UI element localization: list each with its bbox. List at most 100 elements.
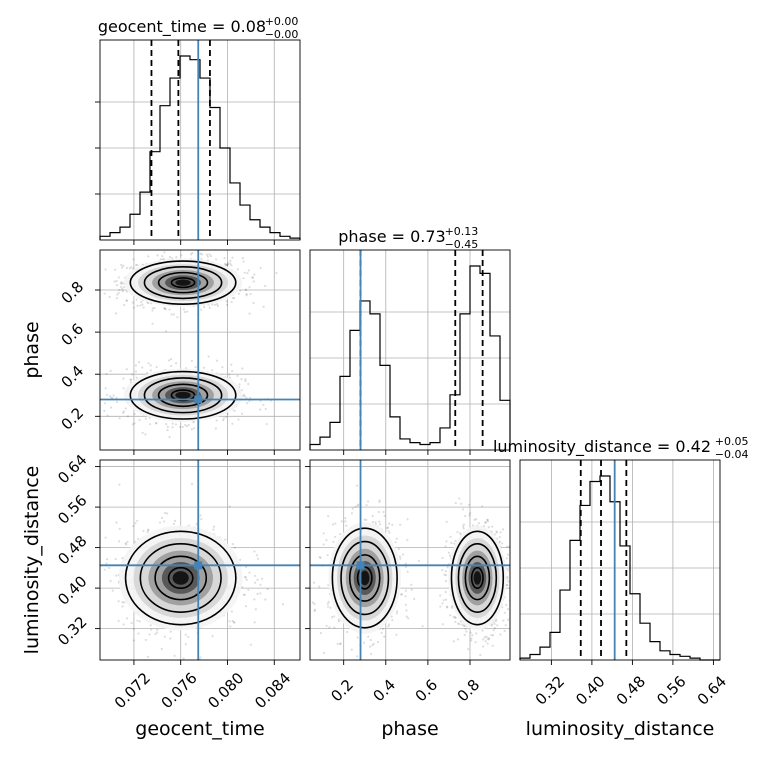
sample-point: [481, 505, 484, 508]
sample-point: [125, 617, 129, 620]
sample-point: [225, 300, 228, 303]
sample-point: [387, 625, 390, 628]
sample-point: [506, 553, 510, 556]
sample-point: [116, 400, 119, 404]
sample-point: [114, 312, 118, 315]
sample-point: [319, 556, 322, 560]
sample-point: [325, 538, 328, 542]
x-tick-label: 0.076: [158, 669, 201, 712]
sample-point: [505, 545, 509, 548]
sample-point: [490, 633, 493, 637]
sample-point: [464, 514, 467, 518]
sample-point: [226, 264, 229, 267]
y-tick-label: 0.64: [54, 451, 90, 487]
contour-line: [170, 389, 196, 402]
sample-point: [445, 605, 449, 608]
sample-point: [499, 531, 502, 534]
sample-point: [169, 630, 172, 633]
sample-point: [176, 316, 179, 319]
sample-point: [462, 624, 466, 627]
sample-point: [118, 288, 121, 292]
sample-point: [156, 628, 159, 631]
sample-point: [487, 638, 490, 641]
sample-point: [93, 612, 95, 614]
sample-point: [144, 417, 147, 420]
sample-point: [501, 528, 505, 531]
sample-point: [105, 372, 108, 376]
sample-point: [230, 363, 233, 366]
sample-point: [129, 378, 132, 381]
sample-point: [214, 427, 217, 430]
sample-point: [486, 520, 490, 523]
contour-line: [129, 260, 237, 306]
sample-point: [344, 517, 347, 520]
sample-point: [126, 540, 129, 543]
panel-content: [93, 250, 300, 450]
contour-line: [348, 554, 381, 602]
sample-point: [491, 525, 494, 528]
sample-point: [475, 632, 478, 635]
sample-point: [383, 514, 386, 518]
sample-point: [136, 263, 139, 267]
contour-line: [157, 271, 209, 294]
sample-point: [503, 611, 506, 614]
sample-point: [128, 267, 131, 270]
sample-point: [237, 418, 240, 421]
sample-point: [313, 609, 316, 612]
sample-point: [505, 557, 508, 560]
sample-point: [160, 516, 164, 519]
sample-point: [404, 595, 407, 598]
sample-point: [103, 568, 106, 571]
sample-point: [121, 290, 124, 293]
sample-point: [75, 522, 77, 524]
sample-point: [109, 579, 112, 583]
sample-point: [112, 394, 115, 397]
sample-point: [231, 369, 234, 373]
sample-point: [259, 583, 262, 586]
sample-point: [182, 657, 185, 660]
title-main: phase = 0.73: [338, 227, 445, 246]
sample-point: [200, 518, 203, 521]
sample-point: [506, 575, 509, 579]
sample-point: [169, 637, 172, 640]
sample-point: [487, 526, 490, 529]
sample-point: [369, 638, 372, 642]
sample-point: [337, 618, 340, 621]
axes-frame: [519, 459, 721, 661]
sample-point: [118, 483, 121, 486]
sample-point: [254, 608, 257, 611]
sample-point: [155, 422, 158, 425]
sample-point: [394, 541, 397, 544]
sample-point: [194, 365, 197, 369]
sample-point: [244, 605, 248, 608]
sample-point: [331, 523, 335, 526]
sample-point: [155, 365, 158, 369]
x-tick-label: 0.2: [327, 676, 357, 706]
sample-point: [122, 411, 125, 414]
sample-point: [147, 362, 150, 365]
sample-point: [391, 523, 394, 526]
sample-point: [242, 593, 245, 596]
sample-point: [266, 588, 269, 591]
sample-point: [327, 605, 330, 608]
sample-point: [253, 621, 256, 624]
sample-point: [371, 521, 374, 524]
sample-point: [404, 589, 408, 592]
density-level: [172, 571, 189, 585]
sample-point: [398, 555, 402, 558]
sample-point: [450, 605, 454, 608]
sample-point: [136, 304, 139, 307]
contour-line: [143, 266, 223, 300]
sample-point: [110, 396, 113, 399]
sample-point: [256, 592, 259, 596]
sample-point: [165, 422, 168, 426]
sample-point: [93, 377, 95, 379]
sample-point: [248, 312, 251, 315]
sample-point: [231, 422, 234, 425]
sample-point: [115, 297, 118, 300]
sample-point: [470, 637, 473, 640]
sample-point: [117, 276, 120, 279]
sample-point: [117, 291, 120, 294]
sample-point: [417, 559, 420, 563]
sample-point: [450, 606, 454, 609]
